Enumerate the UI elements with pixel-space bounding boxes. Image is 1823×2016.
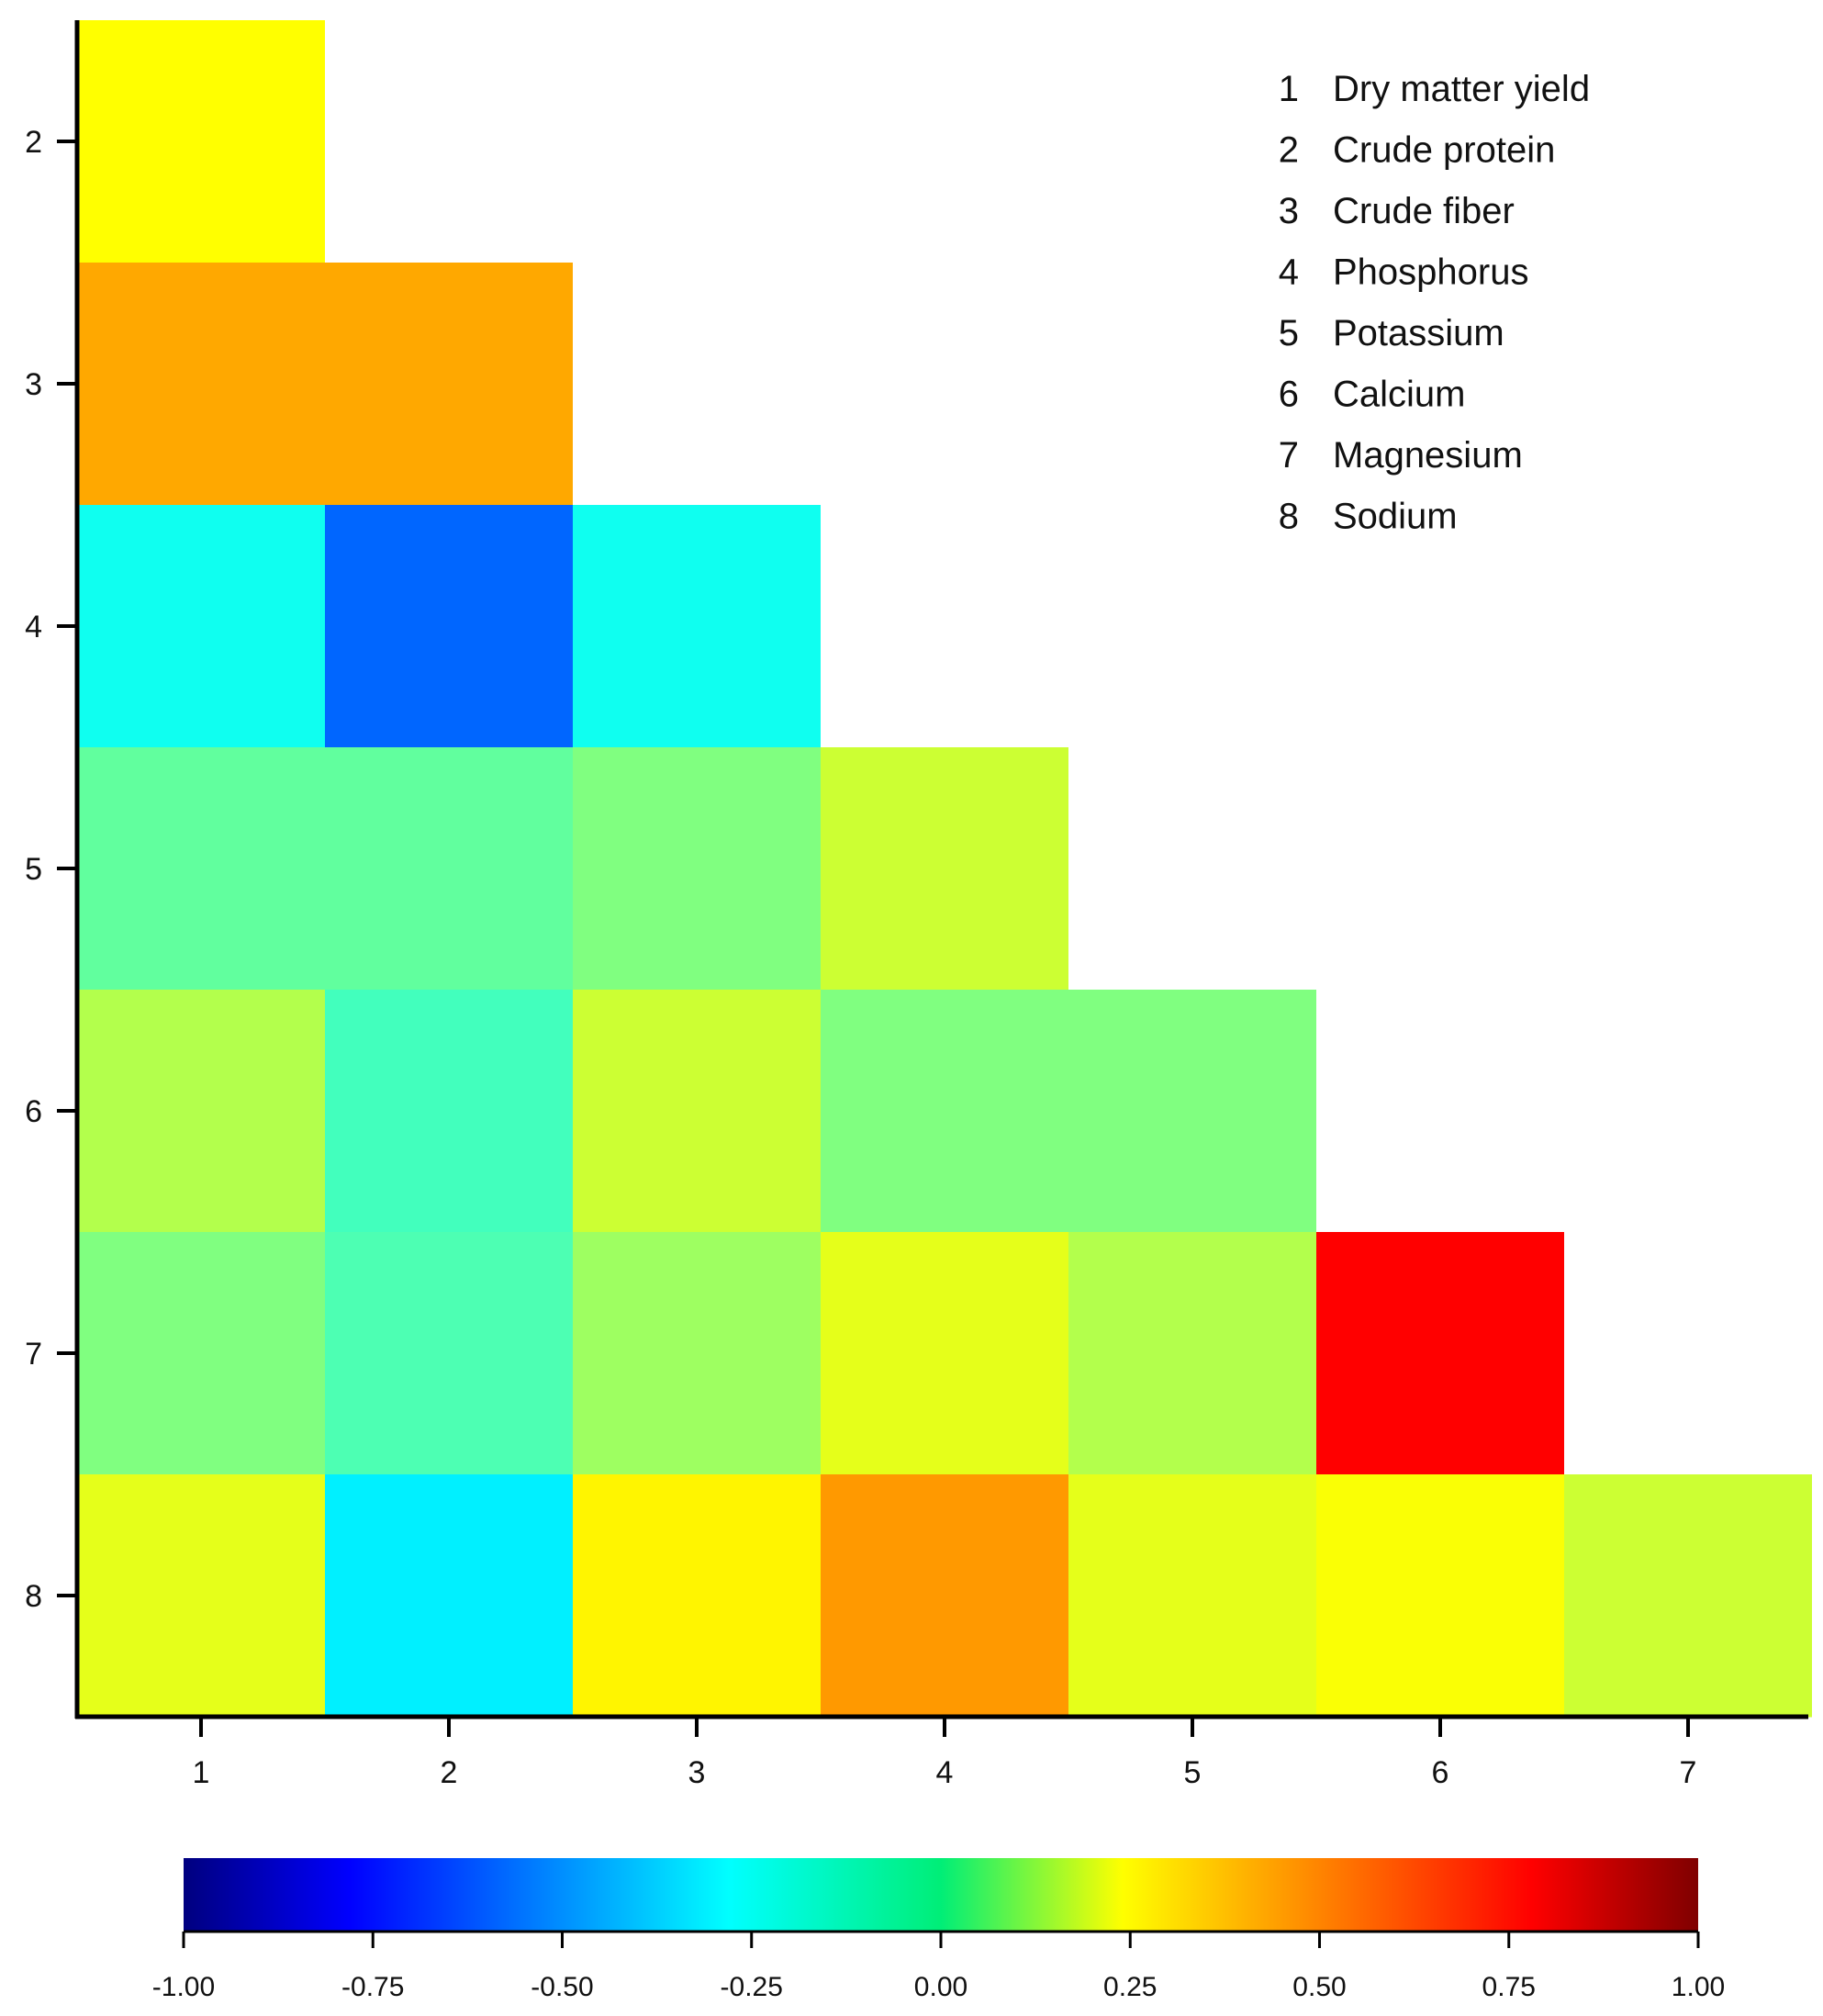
y-tick-label: 2 bbox=[25, 125, 42, 160]
heatmap-cell-r4-c3 bbox=[573, 505, 821, 748]
heatmap-cells bbox=[77, 20, 1812, 1718]
colorbar-tick-label: 1.00 bbox=[1672, 1972, 1725, 2002]
colorbar-gradient bbox=[184, 1858, 1698, 1932]
x-tick-label: 5 bbox=[1184, 1755, 1202, 1790]
x-tick-label: 7 bbox=[1680, 1755, 1697, 1790]
heatmap-cell-r7-c6 bbox=[1316, 1232, 1564, 1475]
heatmap-cell-r8-c5 bbox=[1068, 1474, 1316, 1718]
colorbar-tick-label: -1.00 bbox=[152, 1972, 215, 2002]
heatmap-axes: 2 3 4 5 6 7 8 1 2 3 4 5 6 7 bbox=[25, 20, 1808, 1790]
x-tick-label: 4 bbox=[936, 1755, 954, 1790]
legend-item-label: Crude fiber bbox=[1333, 191, 1515, 231]
x-tick-label: 2 bbox=[441, 1755, 458, 1790]
x-tick-label: 1 bbox=[193, 1755, 210, 1790]
legend-item-number: 2 bbox=[1279, 130, 1299, 171]
heatmap-cell-r8-c4 bbox=[821, 1474, 1068, 1718]
heatmap-cell-r7-c1 bbox=[77, 1232, 325, 1475]
heatmap-cell-r8-c1 bbox=[77, 1474, 325, 1718]
y-tick-label: 3 bbox=[25, 367, 42, 402]
heatmap-cell-r5-c2 bbox=[325, 747, 573, 991]
heatmap-cell-r5-c3 bbox=[573, 747, 821, 991]
heatmap-cell-r8-c6 bbox=[1316, 1474, 1564, 1718]
legend-item-number: 6 bbox=[1279, 375, 1299, 415]
legend-item-label: Magnesium bbox=[1333, 435, 1523, 476]
legend-item-label: Crude protein bbox=[1333, 130, 1555, 171]
heatmap-cell-r6-c2 bbox=[325, 990, 573, 1233]
heatmap-cell-r6-c1 bbox=[77, 990, 325, 1233]
colorbar-tick-label: -0.25 bbox=[721, 1972, 783, 2002]
legend-item-number: 8 bbox=[1279, 497, 1299, 537]
legend-item-number: 5 bbox=[1279, 313, 1299, 353]
heatmap-cell-r4-c1 bbox=[77, 505, 325, 748]
heatmap-cell-r3-c2 bbox=[325, 263, 573, 506]
heatmap-cell-r8-c7 bbox=[1564, 1474, 1812, 1718]
heatmap-cell-r6-c4 bbox=[821, 990, 1068, 1233]
x-tick-label: 3 bbox=[688, 1755, 706, 1790]
heatmap-cell-r5-c4 bbox=[821, 747, 1068, 991]
legend-item-label: Phosphorus bbox=[1333, 252, 1528, 293]
legend-item-label: Sodium bbox=[1333, 497, 1458, 537]
variable-legend: 1 Dry matter yield 2 Crude protein 3 Crude fi… bbox=[1279, 69, 1590, 537]
y-tick-label: 6 bbox=[25, 1094, 42, 1129]
heatmap-cell-r7-c5 bbox=[1068, 1232, 1316, 1475]
y-tick-label: 8 bbox=[25, 1579, 42, 1614]
legend-item-number: 7 bbox=[1279, 435, 1299, 476]
heatmap-cell-r7-c3 bbox=[573, 1232, 821, 1475]
heatmap-cell-r6-c5 bbox=[1068, 990, 1316, 1233]
colorbar: -1.00 -0.75 -0.50 -0.25 0.00 0.25 0.50 0.75 1.00 bbox=[152, 1858, 1725, 2002]
colorbar-tick-label: 0.75 bbox=[1482, 1972, 1536, 2002]
heatmap-cell-r6-c3 bbox=[573, 990, 821, 1233]
colorbar-tick-label: 0.00 bbox=[914, 1972, 967, 2002]
heatmap-cell-r8-c2 bbox=[325, 1474, 573, 1718]
y-tick-label: 7 bbox=[25, 1337, 42, 1372]
legend-item-label: Dry matter yield bbox=[1333, 69, 1590, 109]
heatmap-cell-r5-c1 bbox=[77, 747, 325, 991]
legend-item-number: 4 bbox=[1279, 252, 1299, 293]
heatmap-cell-r8-c3 bbox=[573, 1474, 821, 1718]
colorbar-tick-label: 0.50 bbox=[1292, 1972, 1346, 2002]
heatmap-cell-r3-c1 bbox=[77, 263, 325, 506]
heatmap-cell-r4-c2 bbox=[325, 505, 573, 748]
heatmap-cell-r7-c2 bbox=[325, 1232, 573, 1475]
heatmap-cell-r2-c1 bbox=[77, 20, 325, 263]
heatmap-cell-r7-c4 bbox=[821, 1232, 1068, 1475]
colorbar-tick-label: 0.25 bbox=[1103, 1972, 1157, 2002]
y-tick-label: 5 bbox=[25, 852, 42, 887]
legend-item-label: Calcium bbox=[1333, 375, 1465, 415]
legend-item-label: Potassium bbox=[1333, 313, 1504, 353]
y-tick-label: 4 bbox=[25, 610, 42, 644]
x-tick-label: 6 bbox=[1432, 1755, 1449, 1790]
colorbar-tick-label: -0.75 bbox=[341, 1972, 404, 2002]
legend-item-number: 3 bbox=[1279, 191, 1299, 231]
colorbar-tick-label: -0.50 bbox=[531, 1972, 593, 2002]
legend-item-number: 1 bbox=[1279, 69, 1299, 109]
